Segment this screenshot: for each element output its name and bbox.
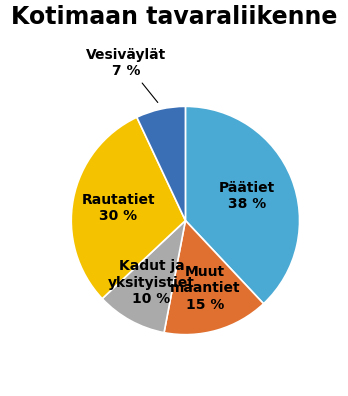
Text: Muut
maantiet
15 %: Muut maantiet 15 %	[170, 265, 240, 312]
Wedge shape	[137, 107, 185, 221]
Text: Vesiväylät
7 %: Vesiväylät 7 %	[86, 48, 166, 103]
Wedge shape	[71, 117, 185, 299]
Text: Kadut ja
yksityistiet
10 %: Kadut ja yksityistiet 10 %	[108, 259, 195, 306]
Wedge shape	[164, 221, 263, 335]
Wedge shape	[102, 221, 185, 333]
Title: Kotimaan tavaraliikenne: Kotimaan tavaraliikenne	[11, 5, 337, 29]
Text: Päätiet
38 %: Päätiet 38 %	[219, 181, 275, 211]
Text: Rautatiet
30 %: Rautatiet 30 %	[81, 192, 155, 223]
Wedge shape	[185, 107, 300, 304]
